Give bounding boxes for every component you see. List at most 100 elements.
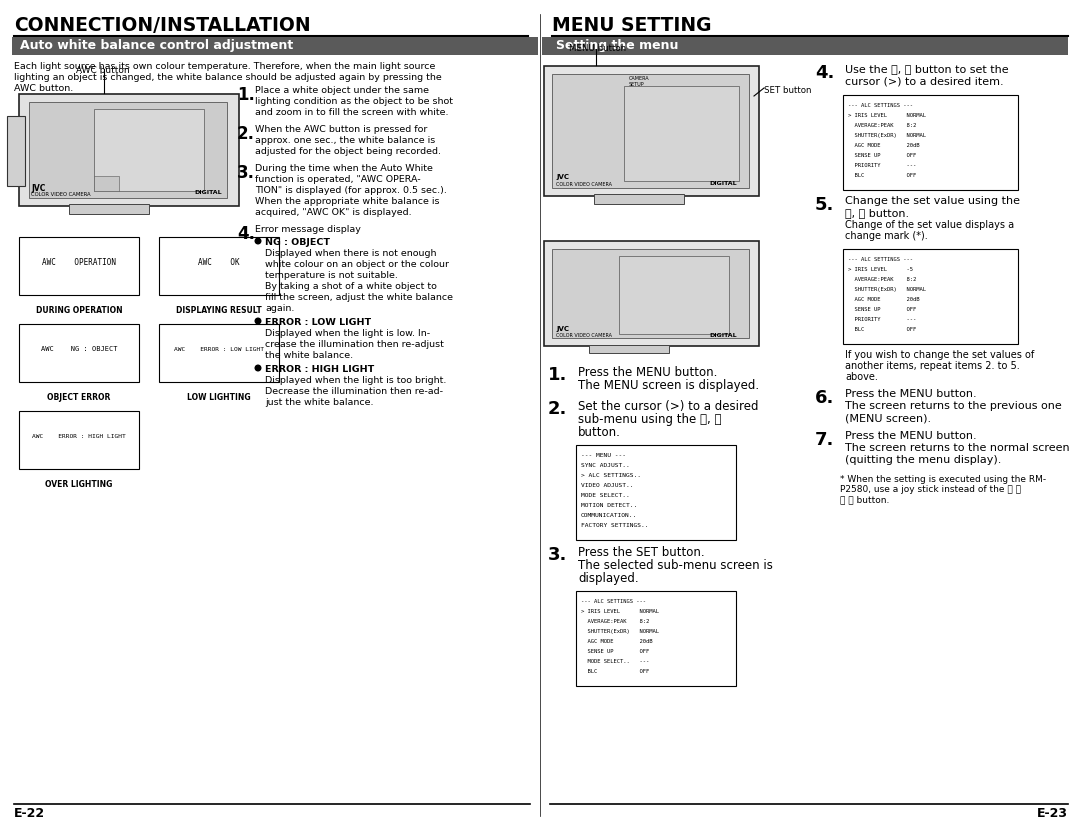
Bar [12,37,538,55]
Text: * When the setting is executed using the RM-: * When the setting is executed using the… [840,475,1047,484]
Text: Each light source has its own colour temperature. Therefore, when the main light: Each light source has its own colour tem… [14,62,435,71]
Text: DIGITAL: DIGITAL [194,190,221,195]
Circle shape [35,128,79,172]
Text: During the time when the Auto White: During the time when the Auto White [255,164,433,173]
Text: 1.: 1. [548,366,567,384]
Text: acquired, "AWC OK" is displayed.: acquired, "AWC OK" is displayed. [255,208,411,217]
Text: function is operated, "AWC OPERA-: function is operated, "AWC OPERA- [255,175,420,184]
Text: 7.: 7. [815,431,835,449]
Text: Press the SET button.: Press the SET button. [578,546,704,559]
Text: Displayed when there is not enough: Displayed when there is not enough [265,249,436,258]
Text: OVER LIGHTING: OVER LIGHTING [45,480,112,489]
Text: AGC MODE        20dB: AGC MODE 20dB [581,639,652,644]
Text: ERROR : HIGH LIGHT: ERROR : HIGH LIGHT [265,365,375,374]
Text: The selected sub-menu screen is: The selected sub-menu screen is [578,559,773,572]
Text: SET button: SET button [764,86,811,95]
Text: LOW LIGHTING: LOW LIGHTING [187,393,251,402]
Text: E-23: E-23 [1037,807,1068,820]
Bar [69,204,149,214]
Text: SENSE UP        OFF: SENSE UP OFF [581,649,649,654]
Text: OBJECT ERROR: OBJECT ERROR [48,393,110,402]
Text: The screen returns to the normal screen: The screen returns to the normal screen [845,443,1069,453]
Bar [29,102,227,198]
Text: DISPLAYING RESULT: DISPLAYING RESULT [176,306,261,315]
Text: The screen returns to the previous one: The screen returns to the previous one [845,401,1062,411]
Circle shape [255,319,260,324]
Text: P2580, use a joy stick instead of the Ⓢ Ⓡ: P2580, use a joy stick instead of the Ⓢ … [840,485,1021,494]
Text: white colour on an object or the colour: white colour on an object or the colour [265,260,449,269]
Text: PRIORITY        ---: PRIORITY --- [848,317,916,322]
Text: SHUTTER(ExDR)   NORMAL: SHUTTER(ExDR) NORMAL [848,287,926,292]
Text: > IRIS LEVEL      NORMAL: > IRIS LEVEL NORMAL [581,609,659,614]
Text: AGC MODE        20dB: AGC MODE 20dB [848,143,919,148]
Bar [843,95,1018,190]
Text: SENSE UP        OFF: SENSE UP OFF [848,307,916,312]
Text: FACTORY SETTINGS..: FACTORY SETTINGS.. [581,523,648,528]
Bar [94,176,119,191]
Text: and zoom in to fill the screen with white.: and zoom in to fill the screen with whit… [255,108,448,117]
Text: adjusted for the object being recorded.: adjusted for the object being recorded. [255,147,441,156]
Text: --- ALC SETTINGS ---: --- ALC SETTINGS --- [848,257,913,262]
Text: VIDEO ADJUST..: VIDEO ADJUST.. [581,483,634,488]
Circle shape [562,274,602,314]
Text: --- ALC SETTINGS ---: --- ALC SETTINGS --- [581,599,646,604]
Text: COLOR VIDEO CAMERA: COLOR VIDEO CAMERA [31,192,91,197]
Text: SHUTTER(ExDR)   NORMAL: SHUTTER(ExDR) NORMAL [848,133,926,138]
Text: CONNECTION/INSTALLATION: CONNECTION/INSTALLATION [14,16,311,35]
Text: the white balance.: the white balance. [265,351,353,360]
Circle shape [255,365,260,371]
Text: JVC: JVC [556,174,569,180]
Bar [552,249,750,338]
Text: again.: again. [265,304,295,313]
Text: If you wish to change the set values of: If you wish to change the set values of [845,350,1035,360]
Text: above.: above. [845,372,878,382]
Text: MENU SETTING: MENU SETTING [552,16,712,35]
Text: CAMERA: CAMERA [629,76,650,81]
Bar [159,324,279,382]
Text: approx. one sec., the white balance is: approx. one sec., the white balance is [255,136,435,145]
Text: Displayed when the light is low. In-: Displayed when the light is low. In- [265,329,430,338]
Text: Change of the set value displays a: Change of the set value displays a [845,220,1014,230]
Text: Ⓢ, Ⓡ button.: Ⓢ, Ⓡ button. [845,208,909,218]
Circle shape [255,239,260,244]
Text: 3.: 3. [548,546,567,564]
Bar [19,237,139,295]
Bar [843,249,1018,344]
Text: > IRIS LEVEL      -5: > IRIS LEVEL -5 [848,267,913,272]
Text: cursor (>) to a desired item.: cursor (>) to a desired item. [845,76,1003,86]
Bar [19,94,239,206]
Text: BLC             OFF: BLC OFF [848,327,916,332]
Bar [552,74,750,188]
Text: TION" is displayed (for approx. 0.5 sec.).: TION" is displayed (for approx. 0.5 sec.… [255,186,447,195]
Text: DURING OPERATION: DURING OPERATION [36,306,122,315]
Circle shape [654,271,690,307]
Text: NG : OBJECT: NG : OBJECT [265,238,330,247]
Bar [544,241,759,346]
Text: Displayed when the light is too bright.: Displayed when the light is too bright. [265,376,446,385]
Text: Press the MENU button.: Press the MENU button. [845,431,976,441]
Text: COMMUNICATION..: COMMUNICATION.. [581,513,637,518]
Text: AWC    NG : OBJECT: AWC NG : OBJECT [41,346,118,352]
Text: BLC             OFF: BLC OFF [848,173,916,178]
Text: lighting condition as the object to be shot: lighting condition as the object to be s… [255,97,453,106]
Text: COLOR VIDEO CAMERA: COLOR VIDEO CAMERA [556,182,612,187]
Text: MOTION DETECT..: MOTION DETECT.. [581,503,637,508]
Text: COLOR VIDEO CAMERA: COLOR VIDEO CAMERA [556,333,612,338]
Text: DIGITAL: DIGITAL [708,181,737,186]
Text: Auto white balance control adjustment: Auto white balance control adjustment [21,39,294,52]
Text: temperature is not suitable.: temperature is not suitable. [265,271,397,280]
Text: button.: button. [578,426,621,439]
Circle shape [43,136,71,164]
Text: AWC button: AWC button [76,66,130,75]
Text: change mark (*).: change mark (*). [845,231,928,241]
Text: 3.: 3. [237,164,255,182]
Bar [619,256,729,334]
Text: E-22: E-22 [14,807,45,820]
Bar [542,37,1068,55]
Text: 4.: 4. [237,225,255,243]
Bar [94,109,204,191]
Circle shape [561,107,608,155]
Text: MODE SELECT..   ---: MODE SELECT.. --- [581,659,649,664]
Text: 1.: 1. [237,86,255,104]
Text: Setting the menu: Setting the menu [556,39,678,52]
